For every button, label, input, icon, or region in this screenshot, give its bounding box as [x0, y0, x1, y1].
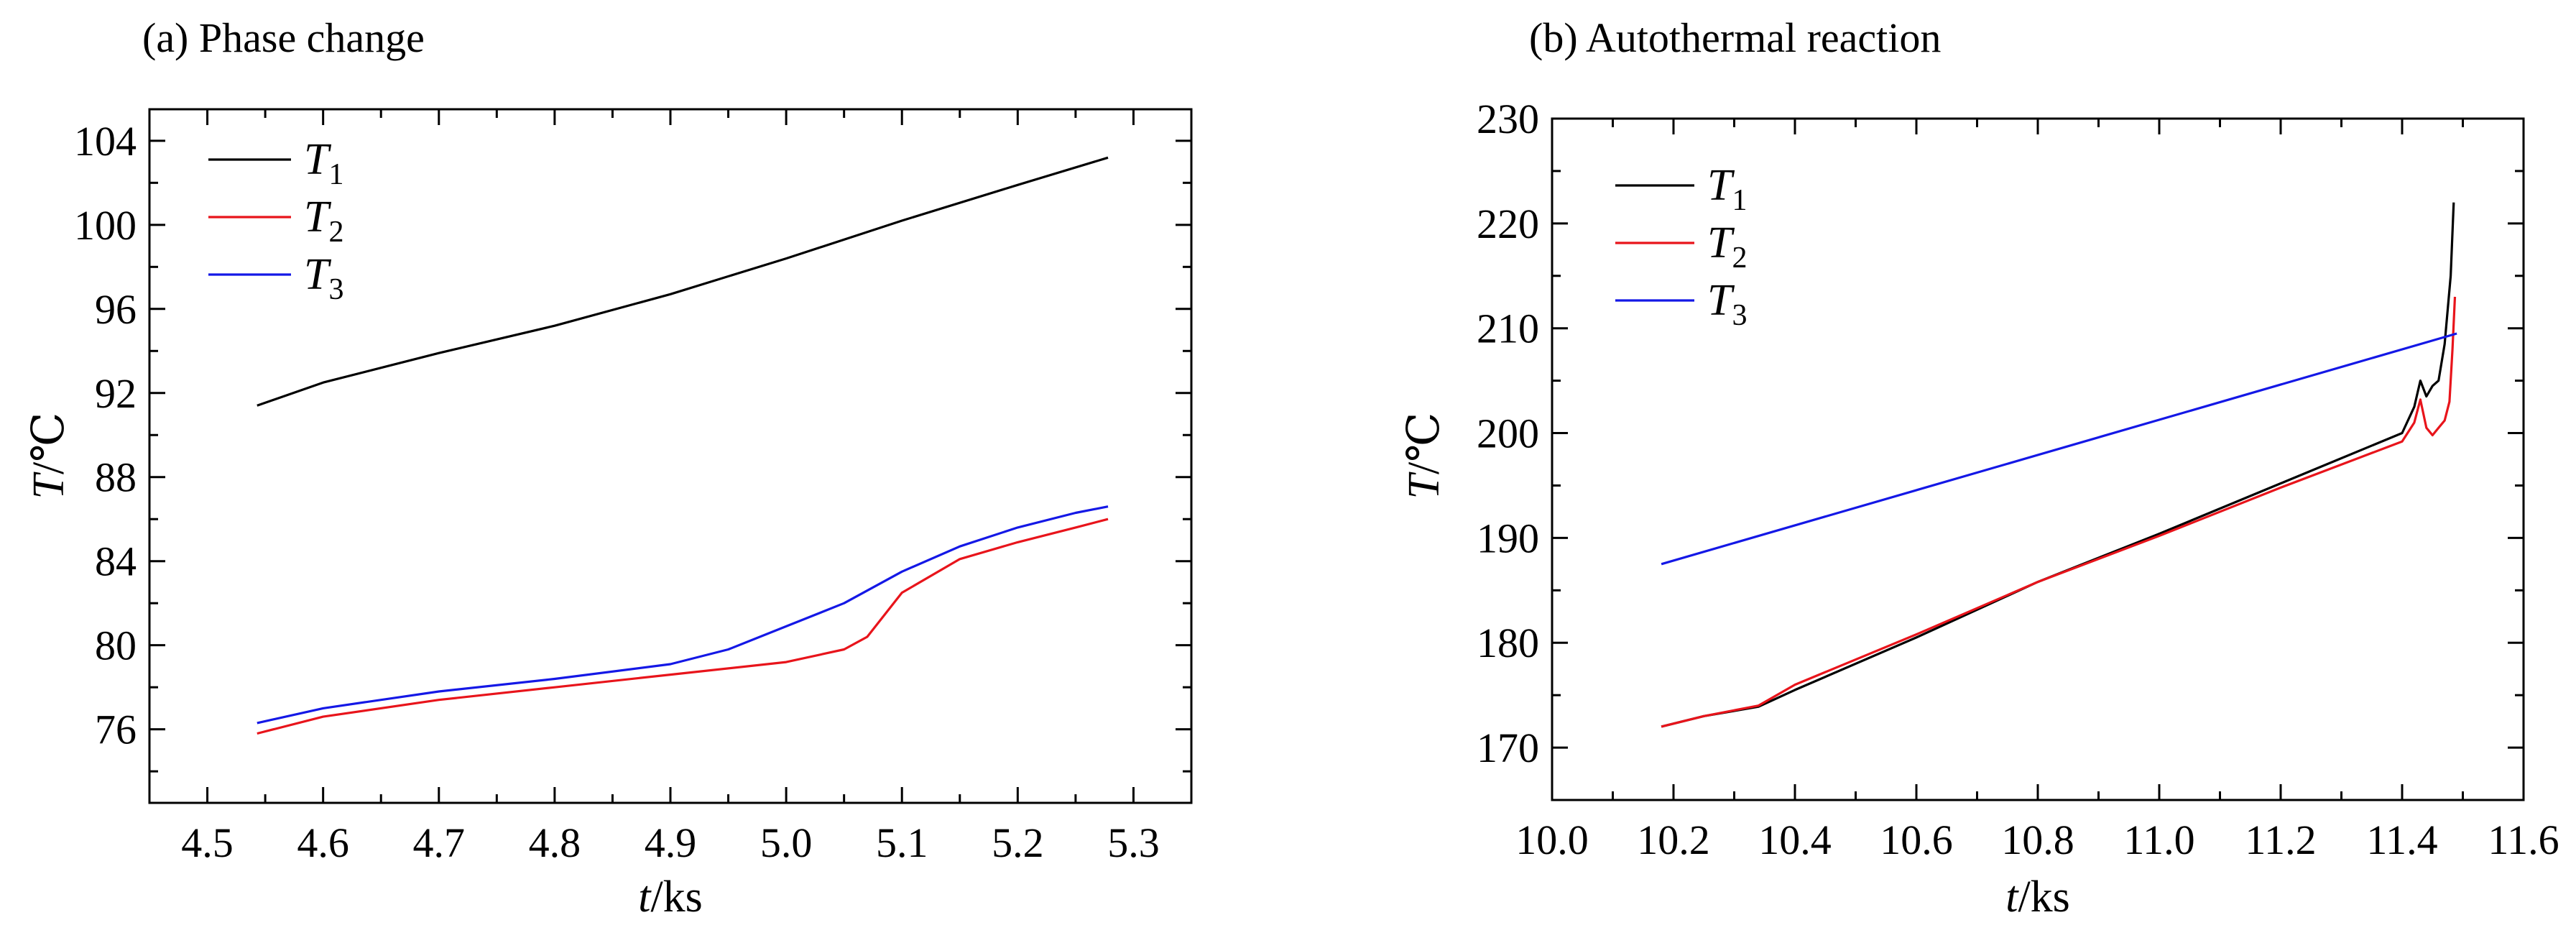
y-tick-label: 230: [1477, 96, 1539, 142]
series-line-t3: [257, 505, 1109, 725]
x-tick-label: 10.4: [1758, 817, 1832, 863]
x-tick-label: 4.5: [181, 819, 234, 866]
plot-frame: [1551, 117, 2525, 801]
series-line-t3: [1661, 332, 2457, 566]
y-tick-label: 190: [1477, 515, 1539, 561]
y-tick-label: 210: [1477, 305, 1539, 352]
x-tick-label: 10.8: [2001, 817, 2074, 863]
y-tick-label: 84: [95, 538, 137, 585]
legend-label-t1: T1: [1707, 161, 1747, 217]
x-axis-label: t/ks: [638, 873, 703, 921]
x-tick-label: 10.0: [1515, 817, 1589, 863]
y-axis-label: T/℃: [24, 412, 73, 499]
x-tick-label: 10.2: [1637, 817, 1710, 863]
x-tick-label: 4.8: [529, 819, 581, 866]
y-tick-label: 96: [95, 286, 137, 333]
y-tick-label: 104: [74, 118, 137, 165]
x-tick-label: 5.1: [876, 819, 928, 866]
legend-label-t2: T2: [304, 193, 343, 249]
y-tick-label: 92: [95, 370, 137, 417]
y-tick-label: 200: [1477, 410, 1539, 457]
y-tick-label: 170: [1477, 725, 1539, 771]
x-tick-label: 5.3: [1107, 819, 1160, 866]
x-tick-label: 11.6: [2488, 817, 2559, 863]
x-tick-label: 11.0: [2123, 817, 2194, 863]
tick-labels: 4.5 4.6 4.7 4.8 4.9 5.0 5.1 5.2 5.3 76 80 84 88 92 96 1…: [74, 118, 1160, 866]
legend-label-t3: T3: [1707, 276, 1747, 332]
x-tick-label: 4.9: [645, 819, 697, 866]
x-tick-label: 10.6: [1880, 817, 1953, 863]
x-axis-label: t/ks: [2005, 873, 2070, 921]
series-layer: [257, 156, 1109, 735]
tick-marks: [1551, 117, 2525, 800]
x-tick-label: 11.2: [2245, 817, 2316, 863]
series-line-t1: [257, 156, 1109, 407]
legend-label-t2: T2: [1707, 219, 1747, 275]
series-line-t2: [1661, 296, 2457, 728]
tick-marks: [149, 109, 1191, 803]
y-tick-label: 80: [95, 622, 137, 669]
series-layer: [1661, 202, 2457, 728]
panel-title: (b) Autothermal reaction: [1529, 14, 1941, 61]
legend-label-t1: T1: [304, 135, 343, 191]
y-tick-label: 100: [74, 202, 137, 249]
x-tick-label: 5.0: [760, 819, 813, 866]
series-line-t2: [257, 518, 1109, 735]
x-tick-label: 5.2: [992, 819, 1044, 866]
panel-autothermal-reaction: (b) Autothermal reaction 10.0 10.2 10.4 10.…: [1400, 14, 2559, 921]
y-tick-label: 180: [1477, 620, 1539, 666]
x-tick-label: 4.6: [297, 819, 349, 866]
x-tick-label: 4.7: [413, 819, 466, 866]
y-axis-label: T/℃: [1400, 412, 1449, 499]
y-tick-label: 88: [95, 454, 137, 501]
x-tick-label: 11.4: [2366, 817, 2437, 863]
panel-phase-change: (a) Phase change 4.5 4.6 4.7 4.8 4.9 5.0 5.1 5.…: [24, 14, 1193, 921]
y-tick-label: 76: [95, 707, 137, 753]
series-line-t1: [1661, 202, 2455, 728]
panel-title: (a) Phase change: [142, 14, 425, 61]
legend-label-t3: T3: [304, 250, 343, 306]
tick-labels: 10.0 10.2 10.4 10.6 10.8 11.0 11.2 11.4 11.6 170 1…: [1477, 96, 2559, 863]
y-tick-label: 220: [1477, 201, 1539, 247]
